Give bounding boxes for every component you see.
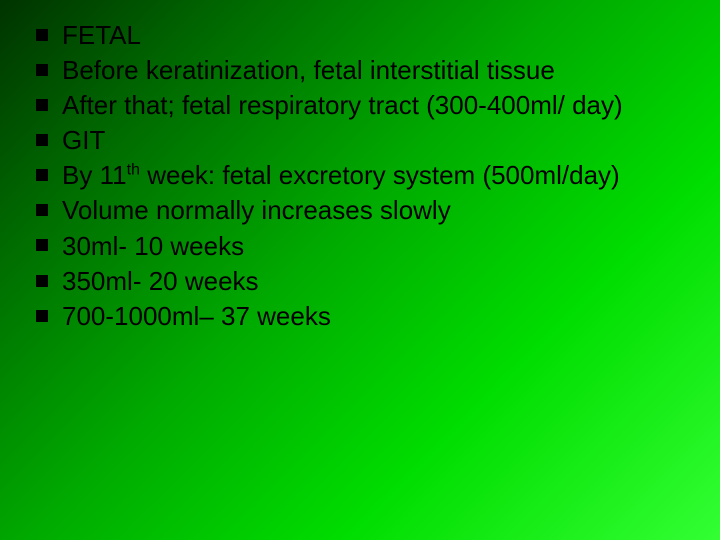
bullet-text: 30ml- 10 weeks <box>62 231 244 261</box>
bullet-text-pre: By 11 <box>62 160 127 190</box>
list-item: Volume normally increases slowly <box>30 193 690 228</box>
list-item: 350ml- 20 weeks <box>30 264 690 299</box>
bullet-text: FETAL <box>62 20 141 50</box>
bullet-text: Before keratinization, fetal interstitia… <box>62 55 555 85</box>
bullet-text: 350ml- 20 weeks <box>62 266 259 296</box>
list-item: By 11th week: fetal excretory system (50… <box>30 158 690 193</box>
bullet-list: FETAL Before keratinization, fetal inter… <box>30 18 690 334</box>
bullet-sup: th <box>127 161 140 179</box>
slide: FETAL Before keratinization, fetal inter… <box>0 0 720 540</box>
bullet-text: After that; fetal respiratory tract (300… <box>62 90 623 120</box>
list-item: 30ml- 10 weeks <box>30 229 690 264</box>
list-item: FETAL <box>30 18 690 53</box>
list-item: Before keratinization, fetal interstitia… <box>30 53 690 88</box>
list-item: GIT <box>30 123 690 158</box>
bullet-text: 700-1000ml– 37 weeks <box>62 301 331 331</box>
list-item: 700-1000ml– 37 weeks <box>30 299 690 334</box>
bullet-text: Volume normally increases slowly <box>62 195 451 225</box>
bullet-text-post: week: fetal excretory system (500ml/day) <box>140 160 620 190</box>
list-item: After that; fetal respiratory tract (300… <box>30 88 690 123</box>
bullet-text: GIT <box>62 125 105 155</box>
